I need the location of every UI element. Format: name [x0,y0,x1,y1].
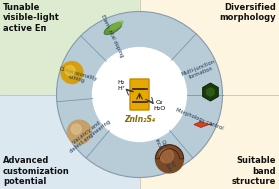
Ellipse shape [104,23,122,35]
Text: Co-catalyst
incorporation: Co-catalyst incorporation [153,136,177,173]
Circle shape [71,124,81,134]
Circle shape [155,145,184,173]
Bar [140,94,279,189]
Ellipse shape [108,20,124,31]
Text: H₂O: H₂O [153,106,166,112]
Text: Diversified
morphology: Diversified morphology [219,3,276,22]
Circle shape [61,62,83,84]
Polygon shape [194,122,212,128]
Text: O₂: O₂ [156,101,163,105]
Circle shape [65,66,75,76]
Bar [140,0,279,94]
Polygon shape [206,87,215,97]
Circle shape [67,120,91,144]
Text: H₂: H₂ [118,81,125,85]
Bar [0,0,140,94]
Circle shape [93,47,186,142]
Text: Multi-junction
formation: Multi-junction formation [181,59,218,82]
Text: Elemental doping: Elemental doping [100,13,124,58]
Text: Suitable
band
structure: Suitable band structure [232,156,276,186]
Text: Vacancy and
defect engineering: Vacancy and defect engineering [65,115,111,154]
Bar [0,94,140,189]
Circle shape [160,149,174,163]
Polygon shape [203,83,218,101]
Text: Tunable
visible-light
active Eᴨ: Tunable visible-light active Eᴨ [3,3,60,33]
Text: ZnIn₂S₄: ZnIn₂S₄ [124,115,155,123]
Wedge shape [57,12,222,177]
Text: H⁺: H⁺ [117,87,126,91]
Text: Dimensionality
tuning: Dimensionality tuning [57,66,97,87]
Text: Morphology control: Morphology control [175,107,224,131]
Text: Advanced
customization
potential: Advanced customization potential [3,156,70,186]
FancyBboxPatch shape [130,79,149,110]
